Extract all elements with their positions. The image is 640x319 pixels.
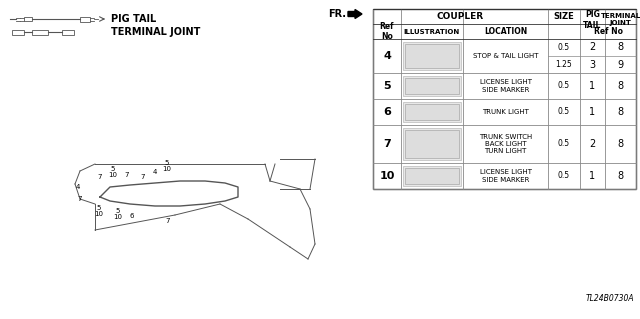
Bar	[62, 29, 74, 34]
Text: 4: 4	[76, 184, 80, 190]
Bar	[405, 130, 459, 158]
Text: STOP & TAIL LIGHT: STOP & TAIL LIGHT	[473, 53, 538, 59]
Text: TRUNK LIGHT: TRUNK LIGHT	[482, 109, 529, 115]
Bar	[403, 166, 461, 186]
Bar	[403, 76, 461, 96]
Text: TERMINAL JOINT: TERMINAL JOINT	[111, 27, 200, 37]
Text: TRUNK SWITCH
BACK LIGHT
TURN LIGHT: TRUNK SWITCH BACK LIGHT TURN LIGHT	[479, 134, 532, 154]
Text: COUPLER: COUPLER	[437, 12, 484, 21]
Text: TL24B0730A: TL24B0730A	[586, 294, 634, 303]
Text: 6: 6	[383, 107, 391, 117]
Text: PIG
TAIL: PIG TAIL	[583, 10, 602, 30]
Bar	[80, 17, 90, 21]
Text: 1: 1	[589, 107, 596, 117]
Text: 5
10: 5 10	[163, 160, 172, 172]
Text: ILLUSTRATION: ILLUSTRATION	[404, 28, 460, 34]
Text: 6: 6	[130, 213, 134, 219]
Bar	[405, 44, 459, 68]
Bar	[403, 42, 461, 70]
Bar	[373, 9, 636, 189]
Text: 4: 4	[153, 169, 157, 175]
Bar	[24, 17, 32, 21]
Text: 1.25: 1.25	[556, 60, 572, 69]
Text: 7: 7	[141, 174, 145, 180]
Text: 0.5: 0.5	[558, 81, 570, 91]
Bar	[405, 78, 459, 94]
Text: 0.5: 0.5	[558, 108, 570, 116]
Text: PIG TAIL: PIG TAIL	[111, 14, 156, 24]
Text: 7: 7	[77, 196, 83, 202]
Bar	[403, 102, 461, 122]
Text: 9: 9	[618, 60, 623, 70]
Text: LICENSE LIGHT
SIDE MARKER: LICENSE LIGHT SIDE MARKER	[479, 169, 531, 182]
Text: 7: 7	[125, 172, 129, 178]
Text: 5
10: 5 10	[109, 166, 118, 178]
Bar	[405, 168, 459, 184]
Text: 3: 3	[589, 60, 596, 70]
Bar	[405, 104, 459, 120]
Text: 0.5: 0.5	[558, 139, 570, 149]
Text: 2: 2	[589, 139, 596, 149]
Text: 1: 1	[589, 171, 596, 181]
Text: Ref No: Ref No	[593, 27, 623, 36]
Text: 7: 7	[98, 174, 102, 180]
Bar	[32, 29, 48, 34]
Text: 5
10: 5 10	[95, 205, 104, 217]
Bar	[12, 29, 24, 34]
Text: 0.5: 0.5	[558, 43, 570, 52]
Text: 8: 8	[618, 42, 623, 53]
Text: 1: 1	[589, 81, 596, 91]
Text: 8: 8	[618, 81, 623, 91]
Text: 0.5: 0.5	[558, 172, 570, 181]
Text: SIZE: SIZE	[554, 12, 574, 21]
Text: 8: 8	[618, 107, 623, 117]
Text: LOCATION: LOCATION	[484, 27, 527, 36]
Text: 7: 7	[166, 218, 170, 224]
Bar	[373, 9, 636, 189]
Text: LICENSE LIGHT
SIDE MARKER: LICENSE LIGHT SIDE MARKER	[479, 79, 531, 93]
Text: 5: 5	[383, 81, 391, 91]
Text: 8: 8	[618, 171, 623, 181]
Bar	[403, 128, 461, 160]
Text: Ref
No: Ref No	[380, 22, 394, 41]
Text: 5
10: 5 10	[113, 208, 122, 220]
Text: 2: 2	[589, 42, 596, 53]
Text: 8: 8	[618, 139, 623, 149]
Text: 4: 4	[383, 51, 391, 61]
Text: 10: 10	[380, 171, 395, 181]
Text: FR.: FR.	[328, 9, 346, 19]
Text: 7: 7	[383, 139, 391, 149]
FancyArrow shape	[348, 10, 362, 19]
Text: TERMINAL
JOINT: TERMINAL JOINT	[600, 13, 640, 26]
